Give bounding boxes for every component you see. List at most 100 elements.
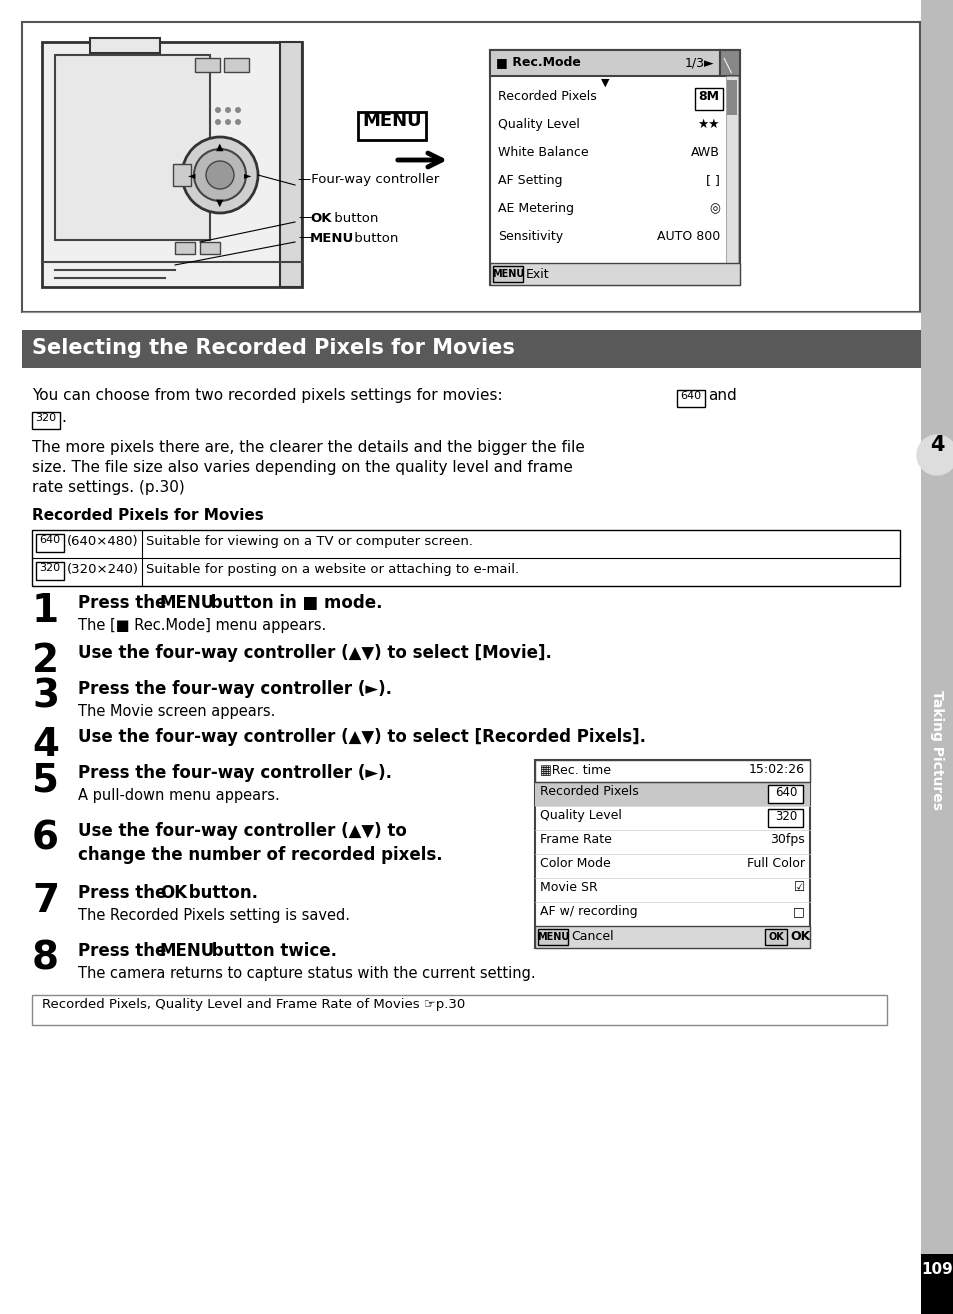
Bar bbox=[490, 50, 720, 76]
Text: 4: 4 bbox=[929, 435, 943, 455]
Bar bbox=[36, 533, 64, 552]
Text: Quality Level: Quality Level bbox=[539, 809, 621, 823]
Text: ▦Rec. time: ▦Rec. time bbox=[539, 763, 610, 777]
Text: 15:02:26: 15:02:26 bbox=[748, 763, 804, 777]
Bar bbox=[726, 80, 737, 116]
Text: [ ]: [ ] bbox=[705, 173, 720, 187]
Bar bbox=[36, 562, 64, 579]
Text: AF Setting: AF Setting bbox=[497, 173, 562, 187]
Text: 1: 1 bbox=[32, 593, 59, 629]
Text: Frame Rate: Frame Rate bbox=[539, 833, 611, 846]
Text: ☑: ☑ bbox=[793, 880, 804, 894]
Bar bbox=[90, 38, 160, 53]
Bar bbox=[42, 42, 302, 286]
Text: MENU: MENU bbox=[160, 594, 215, 612]
Bar bbox=[280, 42, 302, 286]
Text: ■: ■ bbox=[496, 57, 507, 70]
Bar bbox=[767, 784, 802, 803]
Text: 2: 2 bbox=[32, 643, 59, 681]
Text: The camera returns to capture status with the current setting.: The camera returns to capture status wit… bbox=[78, 966, 535, 982]
Bar bbox=[32, 995, 886, 1025]
Text: .: . bbox=[61, 410, 66, 424]
Text: 320: 320 bbox=[774, 809, 797, 823]
Text: MENU: MENU bbox=[160, 942, 215, 961]
Bar bbox=[22, 22, 919, 311]
Text: —Four-way controller: —Four-way controller bbox=[297, 173, 438, 187]
Bar bbox=[535, 782, 809, 805]
Text: Use the four-way controller (▲▼) to: Use the four-way controller (▲▼) to bbox=[78, 823, 406, 840]
Text: MENU: MENU bbox=[362, 112, 421, 130]
Text: Suitable for viewing on a TV or computer screen.: Suitable for viewing on a TV or computer… bbox=[146, 535, 473, 548]
Text: The [■ Rec.Mode] menu appears.: The [■ Rec.Mode] menu appears. bbox=[78, 618, 326, 633]
Bar bbox=[55, 55, 210, 240]
Bar bbox=[224, 58, 249, 72]
Text: button in ■ mode.: button in ■ mode. bbox=[205, 594, 382, 612]
Text: 7: 7 bbox=[32, 882, 59, 920]
Bar bbox=[32, 413, 60, 428]
Text: AE Metering: AE Metering bbox=[497, 202, 574, 215]
Text: The [■ Rec.Mode] menu appears.: The [■ Rec.Mode] menu appears. bbox=[78, 616, 326, 631]
Text: Recorded Pixels: Recorded Pixels bbox=[539, 784, 639, 798]
Text: The Recorded Pixels setting is saved.: The Recorded Pixels setting is saved. bbox=[78, 908, 350, 922]
Text: 4: 4 bbox=[32, 727, 59, 763]
Text: You can choose from two recorded pixels settings for movies:: You can choose from two recorded pixels … bbox=[32, 388, 502, 403]
Text: Press the four-way controller (►).: Press the four-way controller (►). bbox=[78, 763, 392, 782]
Text: Exit: Exit bbox=[525, 268, 549, 280]
Text: 320: 320 bbox=[39, 562, 60, 573]
Text: button: button bbox=[350, 231, 398, 244]
Circle shape bbox=[225, 106, 231, 113]
Text: MENU: MENU bbox=[492, 269, 523, 279]
Bar bbox=[537, 929, 567, 945]
Circle shape bbox=[182, 137, 257, 213]
Bar bbox=[920, 1254, 953, 1314]
Text: The Movie screen appears.: The Movie screen appears. bbox=[78, 704, 275, 719]
Bar bbox=[172, 164, 191, 187]
Circle shape bbox=[214, 106, 221, 113]
Text: 8M: 8M bbox=[698, 89, 719, 102]
Bar bbox=[32, 530, 899, 586]
Text: The more pixels there are, the clearer the details and the bigger the file: The more pixels there are, the clearer t… bbox=[32, 440, 584, 455]
Text: Press the: Press the bbox=[78, 942, 172, 961]
Text: OK: OK bbox=[310, 212, 331, 225]
Text: (640×480): (640×480) bbox=[67, 535, 138, 548]
Bar bbox=[0, 587, 919, 640]
Bar bbox=[174, 242, 194, 254]
Circle shape bbox=[225, 120, 231, 125]
Text: Use the four-way controller (▲▼) to select [Movie].: Use the four-way controller (▲▼) to sele… bbox=[78, 644, 551, 662]
Text: (320×240): (320×240) bbox=[67, 562, 139, 576]
Text: Suitable for posting on a website or attaching to e-mail.: Suitable for posting on a website or att… bbox=[146, 562, 518, 576]
Text: 1: 1 bbox=[32, 593, 59, 629]
Text: size. The file size also varies depending on the quality level and frame: size. The file size also varies dependin… bbox=[32, 460, 572, 474]
Text: rate settings. (p.30): rate settings. (p.30) bbox=[32, 480, 185, 495]
Text: Press the: Press the bbox=[78, 884, 172, 901]
Text: ►: ► bbox=[244, 170, 252, 180]
Text: White Balance: White Balance bbox=[497, 146, 588, 159]
Text: Full Color: Full Color bbox=[746, 857, 804, 870]
Text: change the number of recorded pixels.: change the number of recorded pixels. bbox=[78, 846, 442, 865]
Text: 1/3►: 1/3► bbox=[684, 57, 714, 70]
Text: ╲: ╲ bbox=[722, 58, 730, 74]
Circle shape bbox=[916, 435, 953, 474]
Text: 109: 109 bbox=[921, 1263, 952, 1277]
Text: MENU: MENU bbox=[537, 932, 569, 942]
Text: and: and bbox=[707, 388, 736, 403]
Text: OK: OK bbox=[789, 930, 809, 943]
Text: —: — bbox=[297, 231, 311, 244]
Text: ★★: ★★ bbox=[697, 118, 720, 131]
Bar bbox=[200, 242, 220, 254]
Text: Press the ■ mode.: Press the ■ mode. bbox=[78, 594, 252, 612]
Text: Movie SR: Movie SR bbox=[539, 880, 598, 894]
Text: button: button bbox=[330, 212, 378, 225]
Text: AF w/ recording: AF w/ recording bbox=[539, 905, 637, 918]
Bar bbox=[725, 76, 738, 263]
Circle shape bbox=[214, 120, 221, 125]
Circle shape bbox=[193, 148, 246, 201]
Bar bbox=[194, 58, 220, 72]
Text: Recorded Pixels: Recorded Pixels bbox=[497, 89, 597, 102]
Text: Cancel: Cancel bbox=[571, 930, 613, 943]
Text: 640: 640 bbox=[39, 535, 60, 545]
Text: Press the: Press the bbox=[78, 594, 172, 612]
Bar bbox=[920, 0, 953, 1254]
Text: OK: OK bbox=[160, 884, 187, 901]
Text: ▲: ▲ bbox=[216, 142, 224, 152]
